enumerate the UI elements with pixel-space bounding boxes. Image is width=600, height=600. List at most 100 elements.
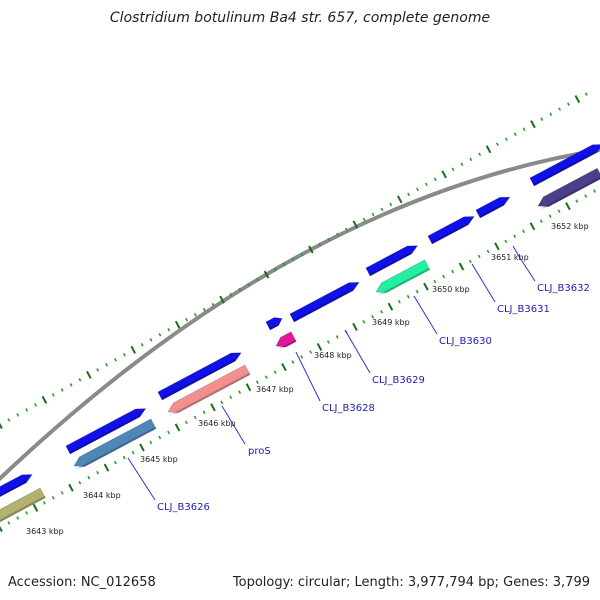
minor-tick (504, 137, 508, 142)
minor-tick (16, 516, 20, 520)
forward-strand-genes (0, 144, 600, 503)
kbp-label: 3649 kbp (372, 318, 410, 327)
fwd-gene-6 (365, 245, 419, 277)
minor-tick (540, 117, 544, 121)
minor-tick (256, 277, 260, 282)
gene-label-leader (512, 245, 536, 282)
minor-tick (318, 242, 322, 247)
minor-tick (105, 363, 109, 367)
minor-tick (87, 475, 91, 480)
minor-tick (220, 400, 224, 405)
major-tick (565, 202, 571, 211)
minor-tick (549, 112, 553, 116)
minor-tick (60, 491, 64, 495)
kbp-label: 3643 kbp (26, 527, 64, 536)
minor-tick (477, 254, 481, 259)
gene-label: CLJ_B3632 (537, 283, 590, 294)
minor-tick (584, 194, 588, 198)
major-tick (423, 282, 429, 291)
fwd-gene-1-shade (0, 480, 27, 502)
minor-tick (416, 187, 419, 192)
minor-tick (593, 189, 597, 193)
major-tick (174, 320, 181, 329)
minor-tick (486, 249, 490, 254)
minor-tick (167, 430, 171, 435)
minor-tick (522, 127, 526, 131)
gene-label: CLJ_B3628 (322, 403, 375, 414)
gene-label: CLJ_B3629 (372, 375, 425, 386)
fwd-gene-9-shade (533, 150, 597, 186)
minor-tick (380, 309, 384, 314)
major-tick (316, 342, 323, 351)
minor-tick (34, 403, 37, 407)
minor-tick (326, 340, 330, 344)
kbp-label: 3648 kbp (314, 351, 352, 360)
kbp-label: 3644 kbp (83, 491, 121, 500)
minor-tick (51, 496, 55, 500)
gene-label-leader (344, 329, 371, 374)
minor-tick (185, 317, 188, 322)
fwd-gene-4-shade (269, 323, 279, 330)
minor-tick (291, 360, 295, 364)
major-tick (245, 383, 252, 392)
minor-tick (389, 202, 393, 207)
kbp-label: 3646 kbp (198, 419, 236, 428)
minor-tick (96, 368, 100, 372)
gene-label: proS (248, 446, 271, 457)
minor-tick (238, 390, 242, 395)
minor-tick (25, 511, 29, 515)
gene-label-leader (295, 351, 321, 402)
kbp-label: 3650 kbp (432, 285, 470, 294)
major-tick (352, 322, 358, 331)
minor-tick (478, 152, 482, 157)
rev-gene-salmon-shade (169, 372, 251, 416)
minor-tick (539, 219, 543, 224)
major-tick (281, 363, 287, 372)
rev-gene-magenta-shade (277, 339, 297, 350)
minor-tick (406, 294, 410, 299)
minor-tick (522, 229, 526, 234)
minor-tick (149, 440, 153, 445)
minor-tick (584, 92, 588, 96)
minor-tick (158, 435, 162, 440)
rev-gene-olive-shade (0, 495, 46, 526)
minor-tick (114, 358, 117, 362)
minor-tick (96, 470, 100, 475)
minor-tick (327, 237, 331, 242)
minor-tick (202, 410, 206, 415)
fwd-gene-8-shade (479, 203, 504, 218)
gene-label-lines (127, 245, 536, 501)
map-title: Clostridium botulinum Ba4 str. 657, comp… (110, 10, 490, 26)
minor-tick (202, 307, 206, 312)
fwd-gene-4 (265, 317, 283, 331)
gene-label: CLJ_B3626 (157, 502, 210, 513)
major-tick (130, 345, 137, 354)
minor-tick (193, 415, 197, 420)
minor-tick (247, 282, 251, 287)
minor-tick (442, 274, 446, 279)
minor-tick (433, 177, 437, 182)
major-tick (139, 443, 145, 452)
kbp-label: 3645 kbp (140, 455, 178, 464)
rev-gene-olive (0, 487, 46, 523)
major-tick (174, 423, 181, 432)
major-tick (387, 302, 394, 311)
kbp-label: 3652 kbp (551, 222, 589, 231)
fwd-gene-2 (65, 408, 147, 455)
minor-tick (7, 418, 11, 422)
accession-text: Accession: NC_012658 (8, 575, 156, 590)
minor-tick (300, 355, 304, 359)
minor-tick (371, 315, 375, 319)
gene-label-leader (471, 263, 496, 303)
minor-tick (238, 287, 242, 292)
fwd-gene-5-shade (293, 288, 354, 322)
kbp-label: 3651 kbp (491, 253, 529, 262)
minor-tick (273, 370, 277, 374)
major-tick (485, 145, 492, 154)
minor-tick (344, 227, 348, 232)
minor-tick (336, 232, 340, 237)
minor-tick (122, 353, 126, 357)
minor-tick (273, 267, 277, 272)
fwd-gene-3 (157, 352, 242, 401)
